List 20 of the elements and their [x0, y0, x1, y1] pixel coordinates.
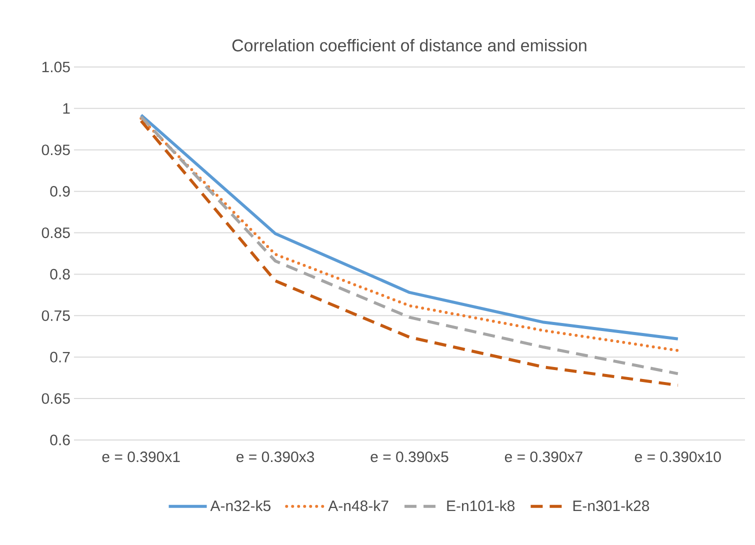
- x-tick-label: e = 0.390x7: [504, 452, 582, 462]
- legend-label: E-n101-k8: [447, 500, 515, 512]
- y-tick-label: 0.95: [42, 144, 70, 156]
- y-tick-label: 0.85: [42, 227, 70, 238]
- legend-label: A-n48-k7: [328, 500, 388, 512]
- y-tick-label: 0.7: [50, 352, 70, 362]
- x-tick-label: e = 0.390x1: [102, 452, 180, 462]
- y-tick-label: 0.8: [50, 268, 70, 280]
- x-tick-label: e = 0.390x5: [370, 452, 448, 462]
- y-tick-label: 0.9: [50, 186, 70, 197]
- y-tick-label: 0.75: [42, 310, 70, 321]
- y-tick-label: 0.6: [50, 434, 70, 446]
- x-tick-label: e = 0.390x3: [236, 452, 314, 462]
- chart-title: Correlation coefficient of distance and emission: [232, 38, 586, 52]
- y-tick-label: 1: [63, 103, 70, 114]
- y-tick-label: 0.65: [42, 393, 70, 404]
- y-tick-label: 1.05: [42, 62, 70, 72]
- x-tick-label: e = 0.390x10: [634, 452, 721, 462]
- legend-label: A-n32-k5: [210, 500, 270, 512]
- legend-label: E-n301-k28: [573, 500, 650, 512]
